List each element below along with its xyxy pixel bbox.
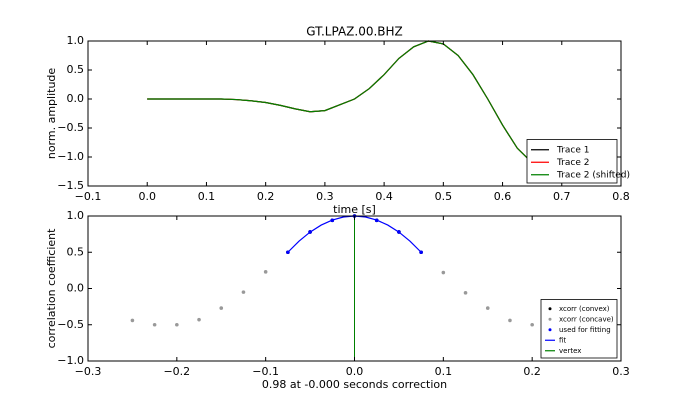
legend-label: Trace 1	[556, 145, 589, 155]
data-point	[197, 317, 201, 322]
x-tick-label: 0.4	[375, 190, 393, 203]
y-tick-label: 0.0	[67, 92, 85, 105]
legend-label: vertex	[559, 347, 581, 355]
data-point	[263, 270, 268, 274]
data-point	[241, 290, 246, 294]
data-point	[175, 322, 179, 327]
series-line	[147, 40, 533, 164]
legend-frame	[540, 299, 618, 359]
x-tick-label: 0.6	[494, 190, 512, 203]
x-tick-label: −0.2	[163, 365, 190, 378]
data-point	[152, 322, 157, 327]
legend-frame	[526, 139, 618, 184]
legend-label: fit	[559, 336, 566, 344]
y-tick-label: 0.5	[67, 245, 85, 258]
chart-title: GT.LPAZ.00.BHZ	[306, 25, 403, 39]
x-tick-label: −0.3	[75, 365, 102, 378]
y-axis-label: norm. amplitude	[45, 68, 58, 160]
data-point	[530, 322, 534, 327]
axes-frame	[87, 40, 622, 187]
data-point	[441, 270, 446, 275]
data-point	[508, 318, 512, 323]
data-point	[219, 306, 224, 310]
y-tick-label: −1.0	[57, 150, 84, 163]
x-tick-label: 0.8	[612, 190, 630, 203]
x-tick-label: 0.0	[138, 190, 156, 203]
y-tick-label: −1.5	[57, 179, 84, 192]
y-axis-label: correlation coefficient	[45, 228, 58, 349]
x-tick-label: 0.7	[553, 190, 571, 203]
x-tick-label: −0.1	[75, 190, 102, 203]
legend-marker	[548, 307, 552, 311]
x-tick-label: 0.3	[612, 365, 630, 378]
x-tick-label: 0.0	[346, 365, 364, 378]
y-tick-label: 1.0	[67, 34, 85, 47]
legend-label: Trace 2 (shifted)	[556, 170, 630, 180]
legend-label: used for fitting	[559, 326, 611, 334]
y-tick-label: −1.0	[57, 354, 84, 367]
x-tick-label: 0.1	[198, 190, 216, 203]
data-point	[463, 291, 468, 295]
data-point	[130, 318, 135, 323]
legend-label: xcorr (concave)	[559, 315, 614, 323]
data-point	[485, 306, 490, 310]
y-tick-label: 0.5	[67, 63, 85, 76]
x-tick-label: 0.5	[435, 190, 453, 203]
x-tick-label: 0.3	[316, 190, 334, 203]
legend: xcorr (convex) xcorr (concave) used for fi…	[540, 299, 618, 359]
x-tick-label: 0.1	[435, 365, 453, 378]
legend-label: Trace 2	[556, 158, 589, 168]
x-tick-label: −0.1	[252, 365, 279, 378]
legend-marker	[548, 317, 552, 321]
y-tick-label: −0.5	[57, 121, 84, 134]
x-tick-label: 0.2	[523, 365, 541, 378]
legend: Trace 1 Trace 2 Trace 2 (shifted)	[526, 139, 630, 184]
x-tick-label: 0.2	[257, 190, 275, 203]
y-tick-label: 0.0	[67, 282, 85, 295]
y-tick-label: −0.5	[57, 318, 84, 331]
legend-label: xcorr (convex)	[559, 305, 610, 313]
x-axis-label: 0.98 at -0.000 seconds correction	[262, 378, 447, 391]
legend-marker	[548, 328, 552, 332]
y-tick-label: 1.0	[67, 209, 85, 222]
x-axis-label: time [s]	[333, 203, 376, 216]
